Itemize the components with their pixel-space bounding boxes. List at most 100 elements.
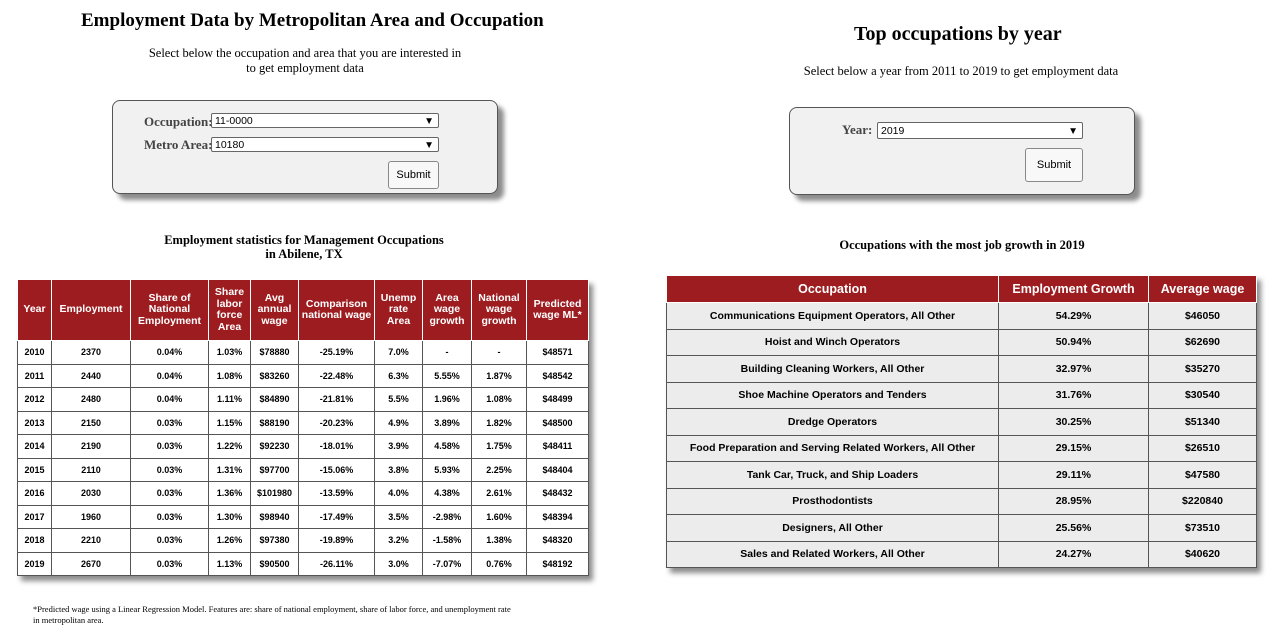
submit-button[interactable]: Submit xyxy=(1025,148,1083,182)
table-cell: Prosthodontists xyxy=(666,487,999,515)
metro-employment-panel: Employment Data by Metropolitan Area and… xyxy=(0,0,610,635)
column-header: Unemp rate Area xyxy=(374,279,423,341)
table-cell: 0.04% xyxy=(130,363,209,388)
dropdown-arrow-icon: ▼ xyxy=(424,116,434,127)
table-cell: $48542 xyxy=(526,363,589,388)
table-cell: -21.81% xyxy=(298,387,375,412)
table-cell: 4.58% xyxy=(422,434,472,459)
table-cell: 0.03% xyxy=(130,434,209,459)
table-cell: -26.11% xyxy=(298,551,375,576)
table-cell: 1.15% xyxy=(208,410,251,435)
table-cell: 30.25% xyxy=(998,408,1149,436)
table-title-line: Employment statistics for Management Occ… xyxy=(164,233,444,247)
table-row: 2012 2480 0.04% 1.11% $84890 -21.81% 5.5% 1.96%… xyxy=(17,387,589,412)
table-cell: 3.9% xyxy=(374,434,423,459)
column-header: Predicted wage ML* xyxy=(526,279,589,341)
table-cell: 54.29% xyxy=(998,302,1149,330)
table-cell: Designers, All Other xyxy=(666,514,999,542)
table-cell: 2012 xyxy=(17,387,52,412)
table-cell: -25.19% xyxy=(298,340,375,365)
column-header: Comparison national wage xyxy=(298,279,375,341)
occupation-select-value: 11-0000 xyxy=(215,115,253,127)
table-cell: $48432 xyxy=(526,481,589,506)
table-title: Employment statistics for Management Occ… xyxy=(150,233,458,261)
footnote: *Predicted wage using a Linear Regressio… xyxy=(33,604,608,625)
table-row: 2013 2150 0.03% 1.15% $88190 -20.23% 4.9% 3.89%… xyxy=(17,410,589,435)
table-cell: -20.23% xyxy=(298,410,375,435)
table-cell: 1.13% xyxy=(208,551,251,576)
table-cell: 2013 xyxy=(17,410,52,435)
table-cell: $62690 xyxy=(1148,328,1257,356)
table-cell: $26510 xyxy=(1148,434,1257,462)
table-cell: $220840 xyxy=(1148,487,1257,515)
table-row: 2010 2370 0.04% 1.03% $78880 -25.19% 7.0% - - $48… xyxy=(17,340,589,365)
table-cell: 0.03% xyxy=(130,410,209,435)
table-cell: -22.48% xyxy=(298,363,375,388)
table-cell: 2014 xyxy=(17,434,52,459)
table-row: Shoe Machine Operators and Tenders 31.76%… xyxy=(666,381,1257,409)
table-cell: 3.89% xyxy=(422,410,472,435)
table-cell: $46050 xyxy=(1148,302,1257,330)
page-title: Top occupations by year xyxy=(854,23,1062,45)
table-cell: $40620 xyxy=(1148,540,1257,568)
occupation-select[interactable]: 11-0000 ▼ xyxy=(211,113,439,128)
table-cell: 2440 xyxy=(51,363,131,388)
table-cell: 2190 xyxy=(51,434,131,459)
table-cell: $97700 xyxy=(250,457,299,482)
table-cell: $30540 xyxy=(1148,381,1257,409)
table-cell: $48499 xyxy=(526,387,589,412)
table-row: Dredge Operators 30.25% $51340 xyxy=(666,408,1257,436)
table-cell: 1.03% xyxy=(208,340,251,365)
column-header: Share of National Employment xyxy=(130,279,209,341)
table-cell: 2.61% xyxy=(471,481,527,506)
table-cell: 0.03% xyxy=(130,481,209,506)
table-row: Prosthodontists 28.95% $220840 xyxy=(666,487,1257,515)
table-cell: 0.03% xyxy=(130,551,209,576)
submit-button[interactable]: Submit xyxy=(388,161,439,189)
table-row: 2015 2110 0.03% 1.31% $97700 -15.06% 3.8% 5.93%… xyxy=(17,457,589,482)
page-title: Employment Data by Metropolitan Area and… xyxy=(81,10,544,31)
table-cell: 7.0% xyxy=(374,340,423,365)
table-cell: 1.08% xyxy=(208,363,251,388)
table-cell: $88190 xyxy=(250,410,299,435)
table-cell: 2150 xyxy=(51,410,131,435)
table-cell: Sales and Related Workers, All Other xyxy=(666,540,999,568)
table-cell: - xyxy=(471,340,527,365)
employment-table-body: 2010 2370 0.04% 1.03% $78880 -25.19% 7.0% - - $48… xyxy=(17,340,589,576)
table-cell: 5.55% xyxy=(422,363,472,388)
table-cell: 1.60% xyxy=(471,504,527,529)
top-occupations-table: Occupation Employment Growth Average wag… xyxy=(666,275,1257,568)
table-cell: 1.26% xyxy=(208,528,251,553)
column-header: Employment Growth xyxy=(998,275,1149,303)
employment-table-wrapper: Year Employment Share of National Employ… xyxy=(17,279,589,576)
occupations-table-body: Communications Equipment Operators, All … xyxy=(666,302,1257,568)
table-cell: Communications Equipment Operators, All … xyxy=(666,302,999,330)
year-select[interactable]: 2019 ▼ xyxy=(877,122,1083,139)
table-cell: 25.56% xyxy=(998,514,1149,542)
metro-area-select[interactable]: 10180 ▼ xyxy=(211,137,439,152)
table-cell: 3.0% xyxy=(374,551,423,576)
table-cell: 0.04% xyxy=(130,387,209,412)
table-cell: -1.58% xyxy=(422,528,472,553)
table-cell: $48404 xyxy=(526,457,589,482)
table-cell: 2670 xyxy=(51,551,131,576)
subtitle-line: to get employment data xyxy=(246,61,364,75)
table-cell: -15.06% xyxy=(298,457,375,482)
table-cell: Food Preparation and Serving Related Wor… xyxy=(666,434,999,462)
metro-area-select-value: 10180 xyxy=(215,139,245,151)
table-cell: 1960 xyxy=(51,504,131,529)
table-cell: $98940 xyxy=(250,504,299,529)
table-cell: 2480 xyxy=(51,387,131,412)
subtitle-line: Select below the occupation and area tha… xyxy=(148,46,462,60)
table-cell: 3.8% xyxy=(374,457,423,482)
table-cell: 28.95% xyxy=(998,487,1149,515)
table-cell: $48571 xyxy=(526,340,589,365)
table-cell: 29.11% xyxy=(998,461,1149,489)
table-cell: 1.38% xyxy=(471,528,527,553)
table-cell: - xyxy=(422,340,472,365)
table-cell: $48411 xyxy=(526,434,589,459)
table-cell: 2017 xyxy=(17,504,52,529)
table-row: Building Cleaning Workers, All Other 32.9… xyxy=(666,355,1257,383)
table-cell: -2.98% xyxy=(422,504,472,529)
year-select-value: 2019 xyxy=(881,125,905,137)
